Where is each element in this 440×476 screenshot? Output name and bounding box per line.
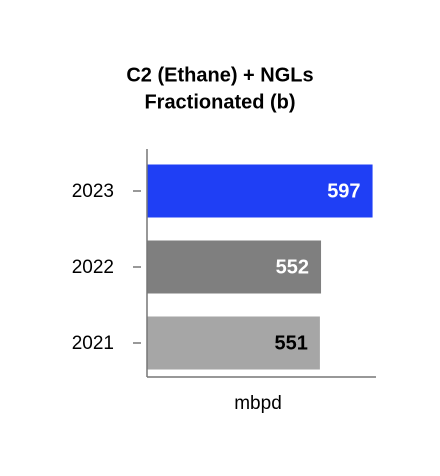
chart-title: Fractionated (b) [144,91,295,113]
y-tick-label: 2023 [72,181,114,202]
bar [147,164,373,218]
bar [147,240,322,294]
value-label: 551 [275,332,308,354]
value-label: 597 [327,180,360,202]
y-tick-label: 2022 [72,257,114,278]
value-label: 552 [276,256,309,278]
y-tick-label: 2021 [72,333,114,354]
chart-title: C2 (Ethane) + NGLs [126,64,313,86]
bar [147,316,320,370]
x-axis-label: mbpd [234,393,282,414]
